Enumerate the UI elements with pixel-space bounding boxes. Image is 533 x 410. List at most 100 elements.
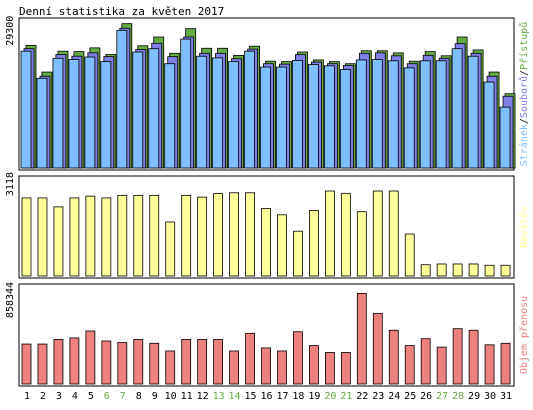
bar-str-nek-day-31 bbox=[499, 106, 511, 169]
bar-transfer-day-13 bbox=[213, 339, 224, 385]
bar-visits-day-3 bbox=[53, 206, 64, 277]
bar-visits-day-9 bbox=[149, 194, 160, 277]
bar-str-nek-day-28 bbox=[451, 48, 463, 169]
bar-str-nek-day-17 bbox=[276, 66, 287, 169]
bar-str-nek-day-8 bbox=[132, 51, 144, 169]
bar-transfer-day-3 bbox=[53, 339, 64, 385]
bar-visits-day-19 bbox=[309, 210, 319, 277]
chart-panels: 29300Stránek/Souborů/Přístupů3118Návštěv… bbox=[5, 16, 530, 387]
bar-transfer-day-22 bbox=[356, 292, 367, 385]
bar-visits-day-24 bbox=[388, 190, 399, 277]
x-tick-label-day-25: 25 bbox=[404, 391, 416, 402]
x-tick-label-day-26: 26 bbox=[420, 391, 432, 402]
panel-visits: 3118 Návštěv bbox=[5, 172, 530, 279]
bar-visits-day-5 bbox=[85, 195, 96, 277]
bar-str-nek-day-16 bbox=[260, 66, 271, 169]
bar-str-nek-day-18 bbox=[292, 59, 303, 169]
x-tick-label-day-1: 1 bbox=[24, 391, 30, 402]
bar-str-nek-day-9 bbox=[148, 48, 160, 169]
bar-visits-day-29 bbox=[468, 263, 479, 277]
bar-str-nek-day-15 bbox=[244, 50, 255, 169]
bar-transfer-day-29 bbox=[468, 329, 479, 385]
bar-transfer-day-8 bbox=[133, 339, 144, 385]
bar-transfer-day-14 bbox=[229, 350, 239, 385]
bar-visits-day-18 bbox=[293, 230, 303, 277]
x-tick-label-day-2: 2 bbox=[40, 391, 46, 402]
bar-str-nek-day-19 bbox=[308, 64, 319, 169]
bar-transfer-day-27 bbox=[436, 346, 447, 385]
bar-visits-day-22 bbox=[356, 211, 367, 277]
bar-transfer-day-1 bbox=[21, 343, 32, 385]
bar-transfer-day-17 bbox=[277, 350, 287, 385]
bar-visits-day-17 bbox=[277, 214, 287, 277]
bar-transfer-day-21 bbox=[340, 352, 351, 385]
bar-visits-day-10 bbox=[165, 221, 176, 277]
x-tick-label-day-23: 23 bbox=[372, 391, 384, 402]
x-tick-label-day-21: 21 bbox=[340, 391, 352, 402]
bar-str-nek-day-13 bbox=[212, 57, 224, 169]
bar-visits-day-28 bbox=[452, 263, 463, 277]
bar-visits-day-14 bbox=[229, 192, 239, 277]
bar-str-nek-day-6 bbox=[100, 61, 112, 169]
chart-title: Denní statistika za květen 2017 bbox=[19, 5, 224, 18]
x-tick-label-day-30: 30 bbox=[484, 391, 496, 402]
x-tick-label-day-12: 12 bbox=[197, 391, 209, 402]
x-tick-label-day-19: 19 bbox=[308, 391, 320, 402]
bar-visits-day-8 bbox=[133, 194, 144, 277]
bar-visits-day-20 bbox=[324, 190, 335, 277]
x-tick-label-day-10: 10 bbox=[165, 391, 177, 402]
bar-transfer-day-20 bbox=[324, 352, 335, 385]
x-tick-label-day-6: 6 bbox=[104, 391, 110, 402]
bar-transfer-day-5 bbox=[85, 330, 96, 385]
bar-transfer-day-31 bbox=[500, 342, 511, 385]
bar-str-nek-day-29 bbox=[467, 55, 479, 169]
bar-str-nek-day-22 bbox=[355, 59, 367, 169]
bar-str-nek-day-3 bbox=[52, 57, 64, 169]
legend-Stránek: Stránek bbox=[518, 124, 530, 166]
bar-visits-day-25 bbox=[404, 233, 415, 277]
x-tick-label-day-9: 9 bbox=[152, 391, 158, 402]
y-tick-label: 3118 bbox=[5, 172, 16, 196]
bar-visits-day-31 bbox=[500, 264, 511, 277]
bar-transfer-day-28 bbox=[452, 328, 463, 385]
legend-Přístupů: Přístupů bbox=[518, 22, 530, 70]
bar-transfer-day-12 bbox=[197, 339, 208, 385]
bar-visits-day-23 bbox=[372, 190, 383, 277]
bar-str-nek-day-26 bbox=[419, 60, 431, 169]
x-tick-label-day-24: 24 bbox=[388, 391, 400, 402]
bar-str-nek-day-10 bbox=[164, 63, 176, 169]
bar-transfer-day-19 bbox=[309, 345, 319, 385]
y-axis-label-transfer: Objem přenosu bbox=[518, 296, 530, 374]
bar-transfer-day-26 bbox=[420, 338, 431, 385]
y-tick-label: 858344 bbox=[5, 282, 16, 318]
legend-Souborů: Souborů bbox=[518, 76, 530, 118]
bar-transfer-day-9 bbox=[149, 342, 160, 385]
x-tick-label-day-5: 5 bbox=[88, 391, 94, 402]
bar-str-nek-day-7 bbox=[116, 29, 128, 169]
bar-visits-day-11 bbox=[181, 194, 192, 277]
bar-visits-day-12 bbox=[197, 196, 208, 277]
x-tick-label-day-29: 29 bbox=[468, 391, 480, 402]
bar-str-nek-day-23 bbox=[371, 59, 383, 169]
x-tick-label-day-16: 16 bbox=[260, 391, 272, 402]
x-tick-label-day-13: 13 bbox=[213, 391, 225, 402]
bar-visits-day-26 bbox=[420, 264, 431, 277]
x-tick-label-day-17: 17 bbox=[276, 391, 288, 402]
bar-transfer-day-7 bbox=[117, 342, 128, 385]
bar-visits-day-2 bbox=[37, 197, 48, 277]
y-tick-label: 29300 bbox=[5, 16, 16, 46]
bar-transfer-day-30 bbox=[484, 344, 495, 385]
bar-transfer-day-24 bbox=[388, 329, 399, 385]
bar-visits-day-30 bbox=[484, 264, 495, 277]
x-tick-label-day-20: 20 bbox=[324, 391, 336, 402]
bar-str-nek-day-25 bbox=[403, 67, 415, 169]
x-tick-label-day-31: 31 bbox=[500, 391, 512, 402]
x-tick-label-day-18: 18 bbox=[292, 391, 304, 402]
bar-visits-day-4 bbox=[69, 197, 80, 277]
bar-str-nek-day-4 bbox=[68, 59, 80, 169]
y-axis-label-visits: Návštěv bbox=[518, 206, 530, 248]
x-tick-label-day-28: 28 bbox=[452, 391, 464, 402]
